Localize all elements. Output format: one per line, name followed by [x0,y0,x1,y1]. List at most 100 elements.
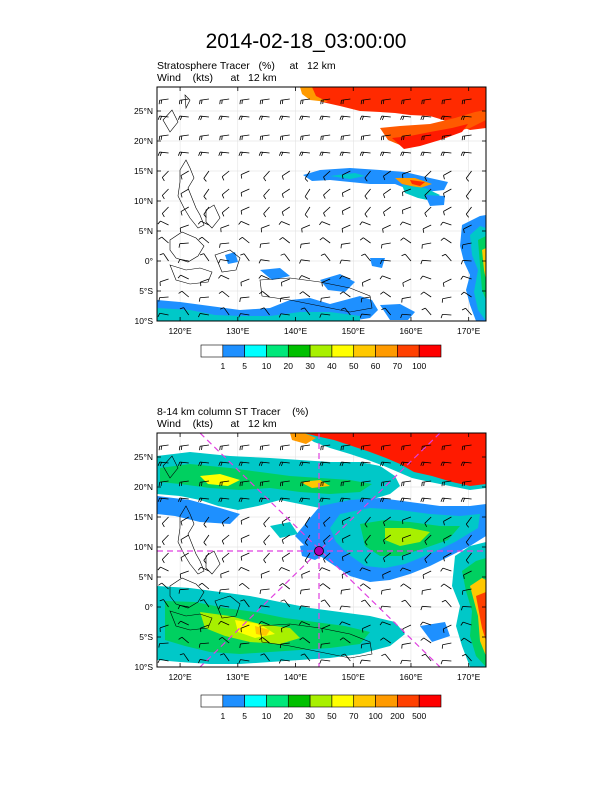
colorbar-swatch [287,344,311,358]
wind-barb-feather [361,282,364,287]
wind-barb [304,516,311,525]
lon-tick-label: 140°E [284,672,308,682]
wind-barb [465,552,472,561]
wind-barb [422,98,432,101]
wind-barb-feather [402,152,405,157]
lon-tick-label: 160°E [399,672,423,682]
colorbar-label: 50 [349,361,359,371]
wind-barb-feather [339,275,343,280]
wind-barb [422,259,432,262]
wind-barb-feather [465,541,470,546]
panel1-title-line2: Wind (kts) at 12 km [157,72,277,84]
lat-tick-label: 5°N [139,226,153,236]
wind-barb-feather [361,599,366,602]
wind-barb [159,134,169,137]
wind-barb-feather [161,541,165,546]
panel2-frame [156,432,487,668]
wind-barb [384,307,392,316]
wind-barb [344,653,351,662]
wind-barb [383,637,391,644]
wind-barb-feather [159,599,164,602]
wind-barb [159,151,169,154]
wind-barb-feather [380,115,383,120]
wind-barb [423,637,432,644]
wind-barb [402,221,412,226]
wind-barb [200,659,210,662]
wind-barb [383,291,391,298]
wind-barb [342,552,351,558]
wind-barb [199,461,209,464]
wind-barb [381,151,391,154]
colorbar-swatch [266,694,289,708]
wind-barb [181,636,190,644]
lon-tick-label: 120°E [168,326,192,336]
wind-barb-feather [279,298,282,303]
wind-barb-feather [383,558,386,563]
wind-barb-feather [161,177,165,182]
wind-barb-feather [278,497,282,502]
wind-barb [240,624,250,629]
wind-barb-feather [218,115,221,120]
wind-barb-feather [281,539,284,544]
wind-barb [260,242,270,245]
wind-barb-feather [420,291,425,295]
wind-barb-feather [442,498,445,503]
wind-barb-feather [420,637,425,641]
panel2-title-line1: 8-14 km column ST Tracer (%) [157,406,309,418]
lat-tick-label: 5°S [139,632,153,642]
wind-barb-feather [339,461,342,466]
wind-barb-feather [382,228,384,233]
wind-barb-feather [260,462,263,467]
wind-barb-feather [197,220,202,225]
wind-barb [180,620,189,626]
wind-barb [324,599,331,608]
wind-barb [260,134,270,137]
lat-tick-label: 10°N [134,196,153,206]
wind-barb-feather [400,151,403,156]
wind-barb-feather [321,498,324,503]
wind-barb-feather [298,275,302,279]
colorbar-label: 30 [305,361,315,371]
wind-barb [179,258,189,262]
wind-barb-feather [198,582,203,586]
wind-barb [463,637,472,644]
wind-barb-feather [280,152,284,157]
wind-barb [281,278,290,283]
wind-barb [321,497,331,500]
wind-barb-feather [462,116,465,121]
lat-tick-label: 15°N [134,512,153,522]
wind-barb-feather [259,589,262,595]
wind-barb [282,583,291,590]
wind-barb [304,206,311,215]
wind-barb [341,621,351,626]
wind-barb-feather [460,291,465,295]
wind-barb-feather [424,177,428,181]
wind-barb [179,242,189,245]
wind-barb-feather [258,115,261,120]
wind-barb-feather [319,497,322,502]
wind-barb-feather [301,462,304,467]
wind-barb-feather [281,521,284,526]
colorbar-label: 20 [284,361,294,371]
wind-barb [282,237,291,244]
wind-barb [403,237,412,244]
wind-barb [161,236,169,244]
wind-barb [200,313,210,316]
wind-barb [223,307,230,316]
wind-barb [281,534,290,541]
wind-barb-feather [364,523,368,528]
wind-barb [179,588,189,591]
wind-barb [402,624,412,630]
wind-barb [201,582,210,590]
colorbar-label: 200 [390,711,404,721]
wind-barb-feather [157,659,161,664]
wind-barb [424,552,432,560]
wind-barb [240,296,250,299]
wind-barb-feather [402,498,405,503]
wind-barb [465,534,472,543]
wind-barb [301,224,311,229]
wind-barb [220,588,230,591]
wind-barb [160,220,169,226]
wind-barb-feather [240,556,243,561]
wind-barb [341,224,351,229]
